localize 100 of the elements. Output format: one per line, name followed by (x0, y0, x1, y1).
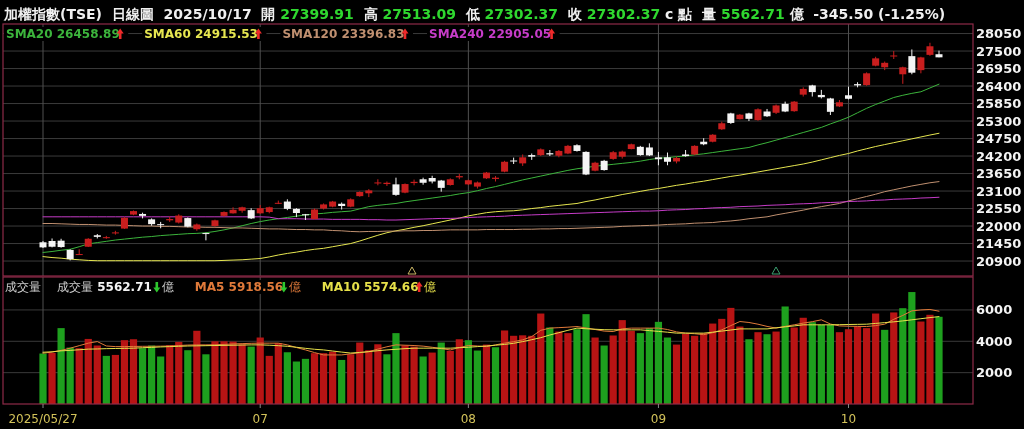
bar (193, 330, 201, 404)
bar (102, 355, 110, 404)
x-tick-label: 08 (460, 412, 477, 426)
bar (564, 333, 572, 404)
y-tick-label: 23100 (976, 183, 1022, 199)
bar (283, 352, 291, 404)
bar (844, 329, 853, 404)
bar (491, 347, 500, 404)
bar (66, 347, 74, 404)
y-tick-label: 28050 (976, 26, 1022, 42)
bar (347, 354, 355, 404)
bar (772, 331, 780, 404)
bar (736, 326, 744, 404)
bar (84, 338, 92, 404)
bar (166, 345, 174, 404)
bar (908, 292, 916, 404)
bar (274, 343, 282, 404)
bar (482, 344, 491, 404)
chart-title: 成交量 (5, 280, 41, 294)
candlestick (202, 232, 210, 241)
bar (39, 353, 47, 404)
candlestick (908, 48, 916, 75)
line-series (42, 196, 940, 221)
y-tick-label: 22000 (976, 218, 1022, 234)
bar (292, 361, 301, 404)
x-tick-label: 10 (840, 412, 857, 426)
bar (202, 354, 210, 404)
bar (519, 335, 527, 404)
bar (238, 344, 246, 404)
y-tick-label: 26400 (976, 78, 1022, 94)
bar (528, 335, 536, 404)
text: SMA120 23396.83 (282, 27, 405, 41)
bar (817, 324, 825, 404)
bar (437, 342, 445, 404)
text: MA10 5574.66 (321, 280, 419, 294)
bar (546, 327, 554, 404)
y-tick-label: 25850 (976, 96, 1022, 112)
bar (718, 318, 726, 404)
bar (799, 317, 807, 404)
chart-title: 加權指數(TSE) 日線圖 2025/10/17 開 27399.91 高 27513.09 低 27302.37 收 27302.37 c 點 量 5562.71 億 -345.50 (-1.25%) (4, 6, 946, 22)
bar (510, 335, 518, 404)
text: MA5 5918.56 (194, 280, 284, 294)
y-tick-label: 6000 (976, 302, 1013, 318)
bar (654, 321, 663, 404)
text: 億 (424, 280, 437, 294)
bar (338, 359, 346, 404)
y-axis-title: 億 (161, 280, 174, 294)
bar (129, 339, 138, 404)
bar (853, 326, 862, 404)
bar (727, 307, 735, 404)
x-tick-label: 09 (650, 412, 667, 426)
bar (636, 333, 644, 404)
bar (700, 333, 708, 404)
y-tick-label: 21450 (976, 236, 1022, 252)
y-tick-label: 23650 (976, 166, 1022, 182)
bar (365, 350, 373, 404)
y-tick-label: 26950 (976, 61, 1022, 77)
bar (356, 342, 364, 404)
bar (808, 322, 816, 404)
bar (500, 330, 509, 404)
bar (618, 320, 626, 404)
line-series (42, 308, 940, 356)
y-tick-label: 24200 (976, 148, 1022, 164)
bar (790, 327, 798, 404)
y-tick-label: 22550 (976, 201, 1022, 217)
bar (301, 358, 310, 404)
line-series (42, 132, 940, 262)
y-tick-label: 4000 (976, 333, 1013, 349)
bar (763, 334, 771, 404)
bar (57, 328, 65, 404)
bar (319, 353, 328, 404)
bar (446, 350, 454, 404)
y-tick-label: 20900 (976, 253, 1022, 269)
candlestick (392, 177, 400, 197)
bar (826, 324, 834, 404)
bar (310, 353, 319, 404)
annotation: 成交量 5562.71 (57, 280, 152, 294)
bar (591, 337, 599, 404)
bar (256, 337, 264, 404)
bar (93, 345, 101, 404)
bar (645, 328, 653, 404)
bar (265, 355, 273, 404)
text: 億 (288, 280, 301, 294)
bar (75, 348, 83, 404)
bar (881, 329, 889, 404)
bar (917, 321, 925, 404)
bar (926, 314, 934, 404)
bar (329, 351, 337, 404)
bar (890, 312, 898, 404)
bar (672, 344, 681, 404)
line-series (42, 316, 940, 354)
bar (555, 331, 563, 404)
candlestick (374, 178, 382, 186)
bar (419, 356, 427, 404)
y-tick-label: 2000 (976, 365, 1013, 381)
bar (428, 352, 436, 404)
bar (600, 345, 608, 404)
text: SMA20 26458.89 (6, 27, 120, 41)
bar (681, 333, 690, 404)
bar (537, 313, 545, 404)
